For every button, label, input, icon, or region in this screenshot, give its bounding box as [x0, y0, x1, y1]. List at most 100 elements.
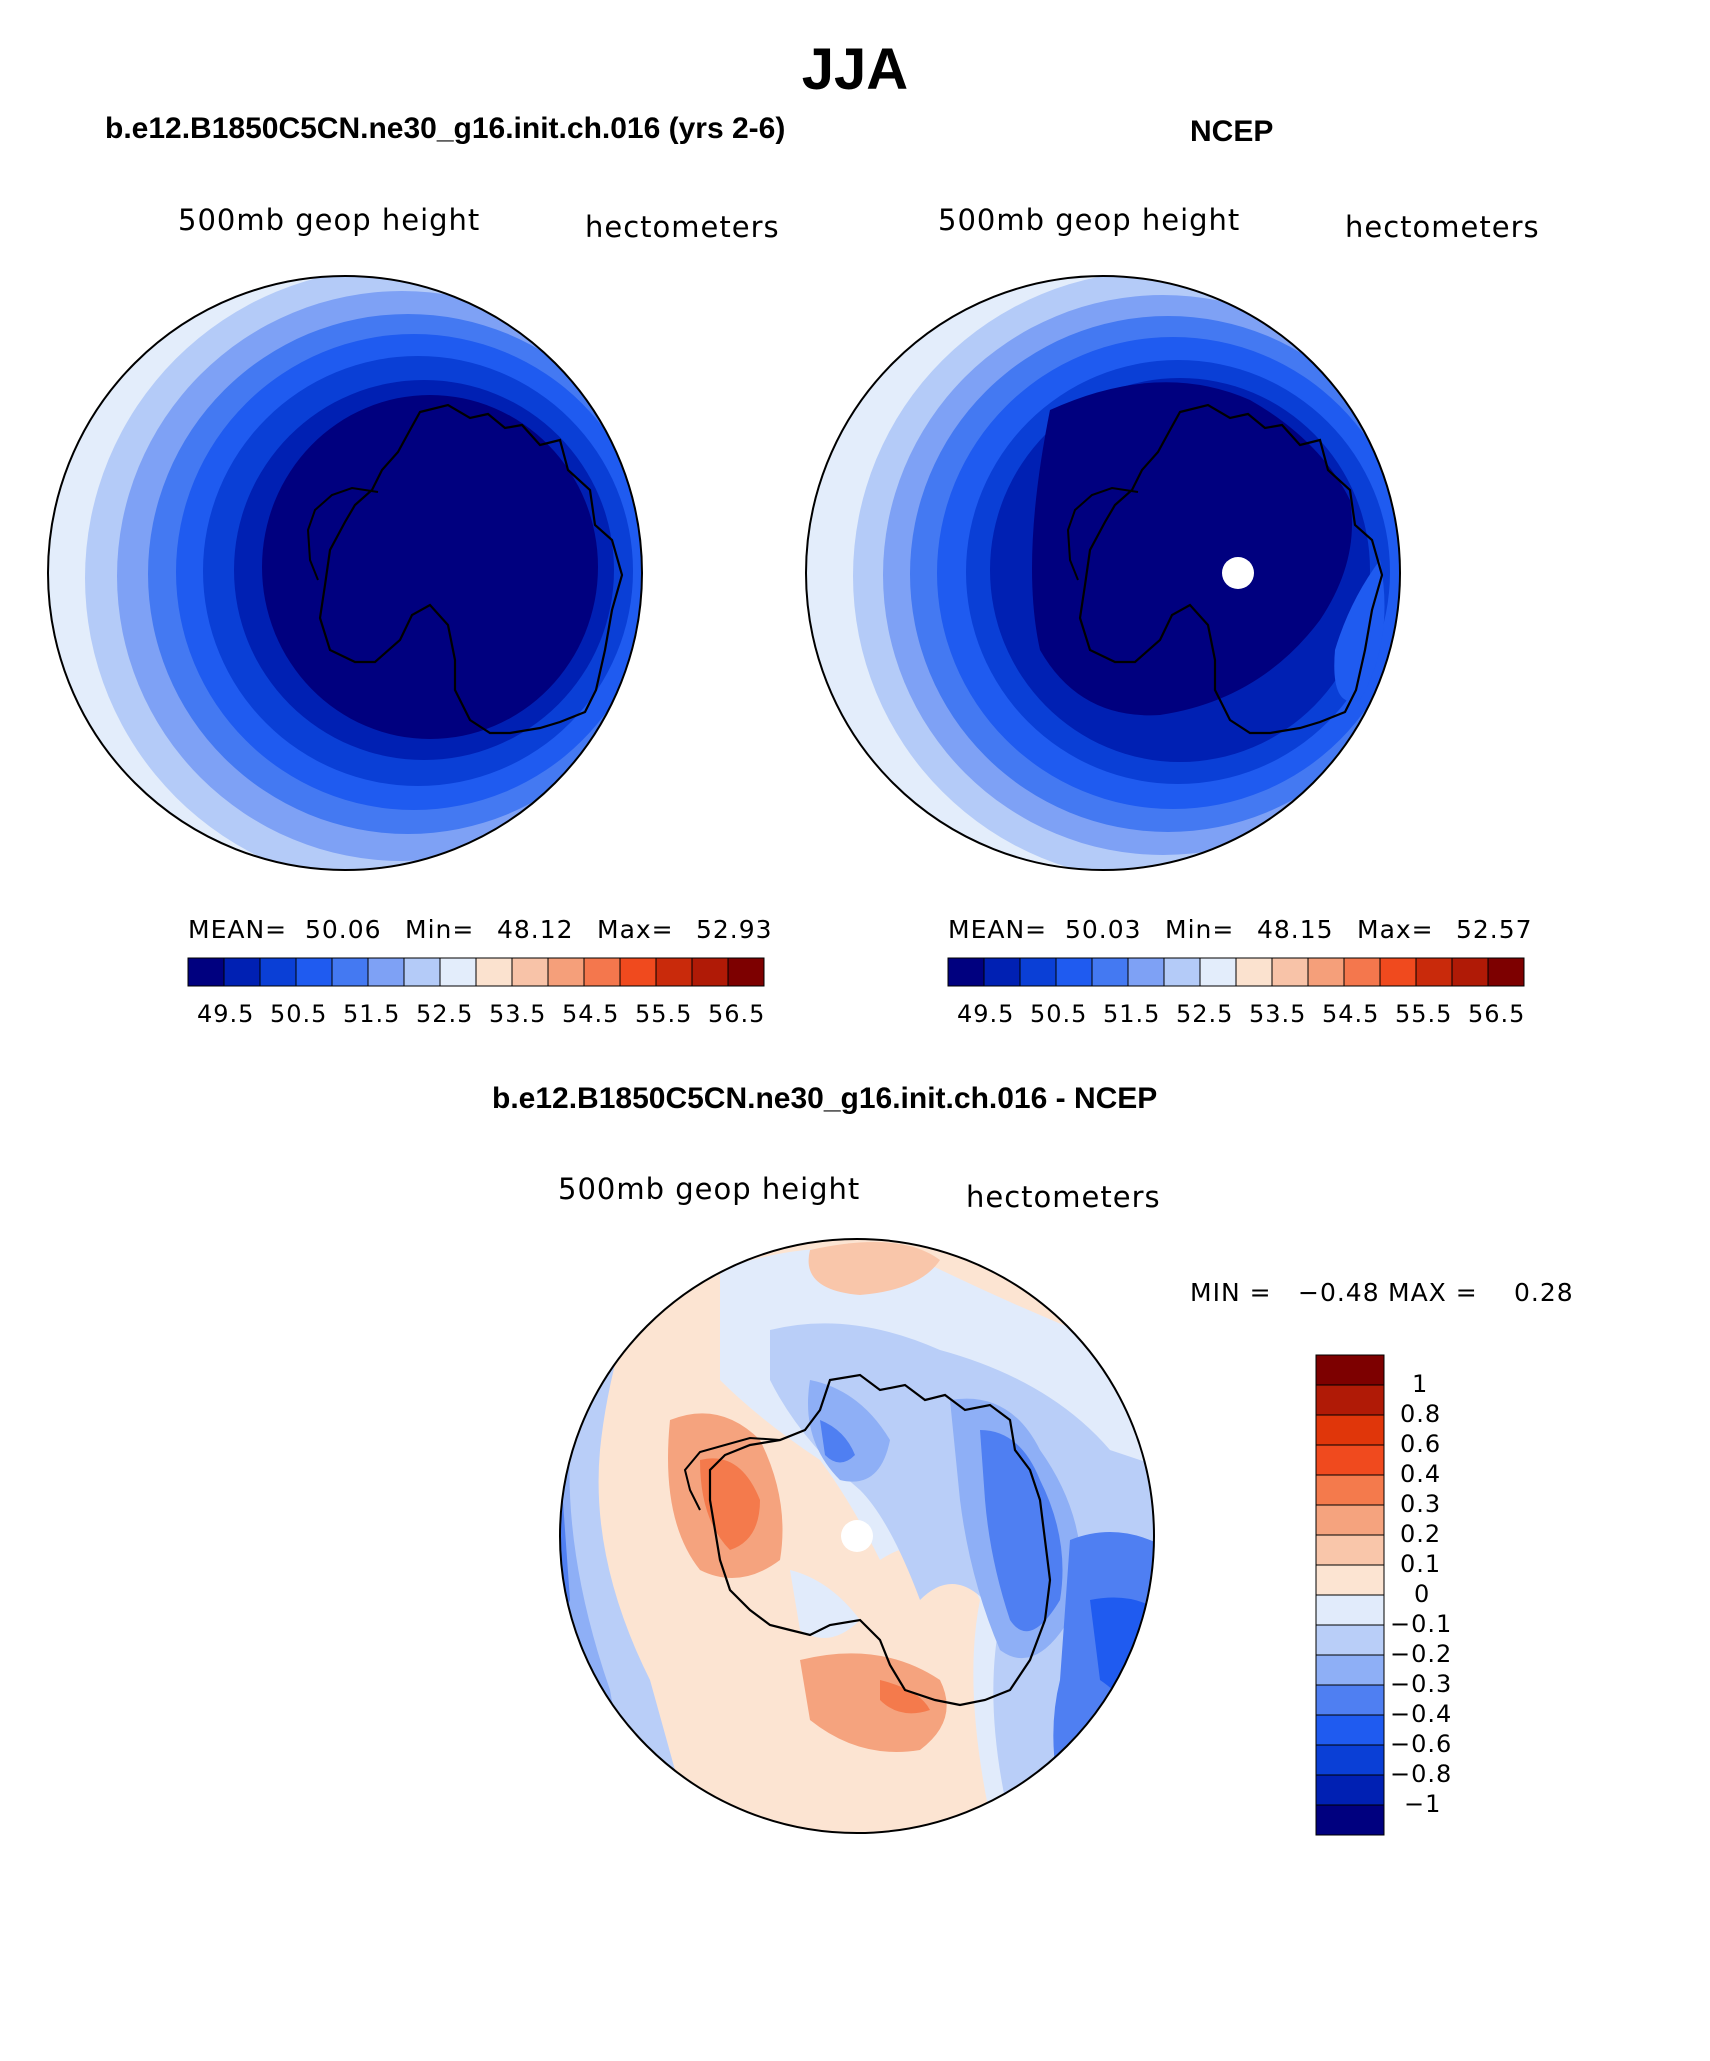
panel2-colorbar-swatch — [1307, 957, 1345, 987]
panel2-colorbar-swatch — [947, 957, 985, 987]
panel2-colorbar — [947, 957, 1525, 987]
panel2-colorbar-swatch — [1379, 957, 1417, 987]
diff-colorbar-swatch — [1315, 1654, 1385, 1686]
panel1-units-label: hectometers — [585, 210, 780, 244]
panel2-colorbar-swatch — [1055, 957, 1093, 987]
panel1-colorbar-swatch — [295, 957, 333, 987]
diff-colorbar — [1315, 1354, 1385, 1836]
diff-variable-label: 500mb geop height — [558, 1172, 861, 1206]
map-difference-border — [559, 1238, 1155, 1834]
panel1-colorbar-swatch — [259, 957, 297, 987]
panel2-mean-value: 50.03 — [1065, 915, 1142, 944]
diff-colorbar-swatch — [1315, 1684, 1385, 1716]
panel1-colorbar-swatch — [511, 957, 549, 987]
diff-heading: b.e12.B1850C5CN.ne30_g16.init.ch.016 - N… — [492, 1082, 1158, 1115]
main-title: JJA — [801, 37, 909, 102]
panel1-colorbar-swatch — [691, 957, 729, 987]
peninsula-coastline — [683, 1436, 781, 1511]
panel2-colorbar-swatch — [1019, 957, 1057, 987]
panel2-tick: 52.5 — [1176, 1000, 1234, 1028]
panel1-mean-label: MEAN= — [188, 915, 288, 944]
panel2-colorbar-swatch — [1091, 957, 1129, 987]
panel2-heading: NCEP — [1190, 115, 1274, 148]
panel1-colorbar-swatch — [403, 957, 441, 987]
panel1-variable-label: 500mb geop height — [178, 203, 481, 237]
diff-colorbar-swatch — [1315, 1354, 1385, 1386]
panel2-colorbar-swatch — [1127, 957, 1165, 987]
diff-tick: 0.4 — [1400, 1460, 1442, 1488]
diff-max-label: MAX = — [1388, 1278, 1478, 1307]
panel2-min-label: Min= — [1165, 915, 1235, 944]
diff-colorbar-swatch — [1315, 1384, 1385, 1416]
panel1-max-value: 52.93 — [696, 915, 773, 944]
panel2-tick: 54.5 — [1322, 1000, 1380, 1028]
panel1-colorbar-swatch — [439, 957, 477, 987]
diff-colorbar-swatch — [1315, 1714, 1385, 1746]
panel2-colorbar-swatch — [983, 957, 1021, 987]
panel1-tick: 54.5 — [562, 1000, 620, 1028]
panel2-tick: 51.5 — [1103, 1000, 1161, 1028]
diff-colorbar-swatch — [1315, 1504, 1385, 1536]
panel1-colorbar-swatch — [223, 957, 261, 987]
diff-tick: −0.2 — [1390, 1640, 1453, 1668]
panel1-colorbar-swatch — [331, 957, 369, 987]
pole-missing-data — [1222, 557, 1254, 589]
diff-tick: 0 — [1414, 1580, 1431, 1608]
panel1-min-label: Min= — [405, 915, 475, 944]
diff-tick: −0.8 — [1390, 1760, 1453, 1788]
panel1-mean-value: 50.06 — [305, 915, 382, 944]
panel2-colorbar-swatch — [1343, 957, 1381, 987]
panel1-tick: 53.5 — [489, 1000, 547, 1028]
panel1-min-value: 48.12 — [497, 915, 574, 944]
panel2-max-value: 52.57 — [1456, 915, 1533, 944]
diff-tick: 0.3 — [1400, 1490, 1442, 1518]
diff-tick: −0.1 — [1390, 1610, 1453, 1638]
map-difference — [559, 1238, 1155, 1834]
panel2-colorbar-swatch — [1235, 957, 1273, 987]
diff-min-value: −0.48 — [1298, 1278, 1380, 1307]
diff-units-label: hectometers — [966, 1180, 1161, 1214]
diff-colorbar-swatch — [1315, 1774, 1385, 1806]
panel1-tick: 51.5 — [343, 1000, 401, 1028]
diff-colorbar-swatch — [1315, 1534, 1385, 1566]
panel2-tick: 50.5 — [1030, 1000, 1088, 1028]
panel1-colorbar — [187, 957, 765, 987]
panel2-colorbar-swatch — [1163, 957, 1201, 987]
diff-tick: −0.4 — [1390, 1700, 1453, 1728]
panel1-colorbar-swatch — [547, 957, 585, 987]
panel2-units-label: hectometers — [1345, 210, 1540, 244]
diff-tick: 0.2 — [1400, 1520, 1442, 1548]
diff-tick: 0.8 — [1400, 1400, 1442, 1428]
panel2-min-value: 48.15 — [1257, 915, 1334, 944]
diff-colorbar-swatch — [1315, 1474, 1385, 1506]
diff-colorbar-swatch — [1315, 1804, 1385, 1836]
diff-colorbar-swatch — [1315, 1444, 1385, 1476]
panel2-colorbar-swatch — [1271, 957, 1309, 987]
panel1-max-label: Max= — [597, 915, 674, 944]
panel1-colorbar-swatch — [475, 957, 513, 987]
panel1-colorbar-swatch — [367, 957, 405, 987]
panel1-tick: 50.5 — [270, 1000, 328, 1028]
pole-missing-data — [841, 1520, 873, 1552]
panel2-tick: 53.5 — [1249, 1000, 1307, 1028]
peninsula-coastline — [306, 486, 379, 581]
panel1-colorbar-swatch — [583, 957, 621, 987]
panel1-tick: 52.5 — [416, 1000, 474, 1028]
panel1-tick: 55.5 — [635, 1000, 693, 1028]
diff-colorbar-swatch — [1315, 1414, 1385, 1446]
map-ncep — [805, 275, 1401, 871]
panel1-tick: 49.5 — [197, 1000, 255, 1028]
diff-tick: 0.6 — [1400, 1430, 1442, 1458]
map-ncep-border — [805, 275, 1401, 871]
diff-min-label: MIN = — [1190, 1278, 1272, 1307]
diff-tick: −0.3 — [1390, 1670, 1453, 1698]
panel2-colorbar-swatch — [1487, 957, 1525, 987]
diff-tick: 1 — [1412, 1370, 1429, 1398]
panel1-colorbar-swatch — [655, 957, 693, 987]
antarctica-coastline — [1078, 403, 1384, 735]
diff-colorbar-swatch — [1315, 1624, 1385, 1656]
diff-colorbar-swatch — [1315, 1744, 1385, 1776]
antarctica-coastline — [318, 403, 624, 735]
panel1-colorbar-swatch — [727, 957, 765, 987]
map-model — [47, 275, 643, 871]
